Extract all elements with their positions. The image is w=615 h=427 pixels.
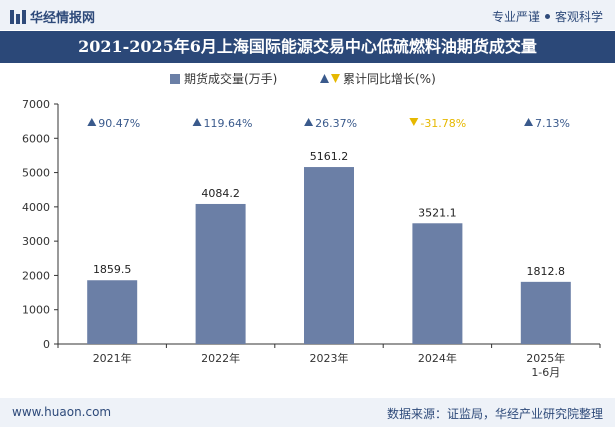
x-tick-line: 2021年 [93,351,132,365]
x-tick-line: 1-6月 [531,366,560,379]
top-bar: 华经情报网 专业严谨 客观科学 [0,0,615,30]
legend: 期货成交量(万手) 累计同比增长(%) [170,71,436,86]
bar [304,167,354,344]
x-tick-label: 2023年 [310,351,349,365]
brand: 华经情报网 [10,7,95,26]
bar [195,203,246,344]
legend-growth-label: 累计同比增长(%) [343,72,436,86]
bullet-dot-icon [544,14,550,19]
x-axis: 2021年 2022年 2023年 2024年 2025年 1-6月 [57,343,601,379]
bars: 1859.5 4084.2 5161.2 3521.1 1812.8 [87,150,571,344]
legend-bar-swatch [170,74,180,84]
y-tick-label: 1000 [22,304,50,317]
y-tick-label: 5000 [22,167,50,180]
x-tick-label: 2025年 1-6月 [526,351,565,379]
tagline-right: 客观科学 [554,10,603,24]
title-bar: 2021-2025年6月上海国际能源交易中心低硫燃料油期货成交量 [0,31,615,63]
growth-label: 26.37% [315,117,357,130]
y-tick-label: 2000 [22,269,50,282]
bar-value-label: 1859.5 [93,263,132,276]
bar-value-label: 1812.8 [527,265,566,278]
y-tick-label: 6000 [22,132,50,145]
growth-labels: 90.47% 119.64% 26.37% -31.78% 7.13% [87,117,570,130]
y-axis: 0 1000 2000 3000 4000 5000 6000 7000 [22,98,59,351]
tagline-left: 专业严谨 [491,10,540,24]
brand-logo-icon [10,10,26,24]
legend-volume-label: 期货成交量(万手) [184,71,277,86]
y-tick-label: 4000 [22,201,50,214]
bar [87,280,138,344]
bar [412,223,463,344]
x-tick-line: 2022年 [201,351,240,365]
legend-up-arrow-icon [320,74,329,83]
x-tick-line: 2024年 [418,351,457,365]
footer-bar: www.huaon.com 数据来源：证监局，华经产业研究院整理 [0,398,615,427]
growth-up-arrow-icon [192,118,202,126]
growth-up-arrow-icon [524,118,534,126]
x-tick-label: 2022年 [201,351,240,365]
growth-up-arrow-icon [304,118,314,126]
growth-down-arrow-icon [409,118,419,126]
x-tick-line: 2023年 [310,351,349,365]
growth-up-arrow-icon [87,118,97,126]
bar-value-label: 5161.2 [310,150,349,163]
bar [520,281,571,344]
bar-value-label: 4084.2 [201,187,240,200]
legend-down-arrow-icon [331,74,340,83]
y-tick-label: 3000 [22,235,50,248]
y-tick-label: 0 [43,338,50,351]
growth-label: -31.78% [420,117,466,130]
growth-label: 90.47% [98,117,140,130]
data-source: 数据来源：证监局，华经产业研究院整理 [386,407,603,421]
bar-chart: 期货成交量(万手) 累计同比增长(%) 0 1000 2000 3000 4000 5000… [22,71,601,379]
website-link[interactable]: www.huaon.com [12,405,112,419]
x-tick-line: 2025年 [526,351,565,365]
tagline: 专业严谨 客观科学 [492,8,603,25]
brand-name: 华经情报网 [30,11,96,26]
bar-value-label: 3521.1 [418,206,457,219]
x-tick-label: 2024年 [418,351,457,365]
growth-label: 7.13% [535,117,570,130]
chart-title: 2021-2025年6月上海国际能源交易中心低硫燃料油期货成交量 [78,37,537,56]
growth-label: 119.64% [204,117,253,130]
x-tick-label: 2021年 [93,351,132,365]
y-tick-label: 7000 [22,98,50,111]
